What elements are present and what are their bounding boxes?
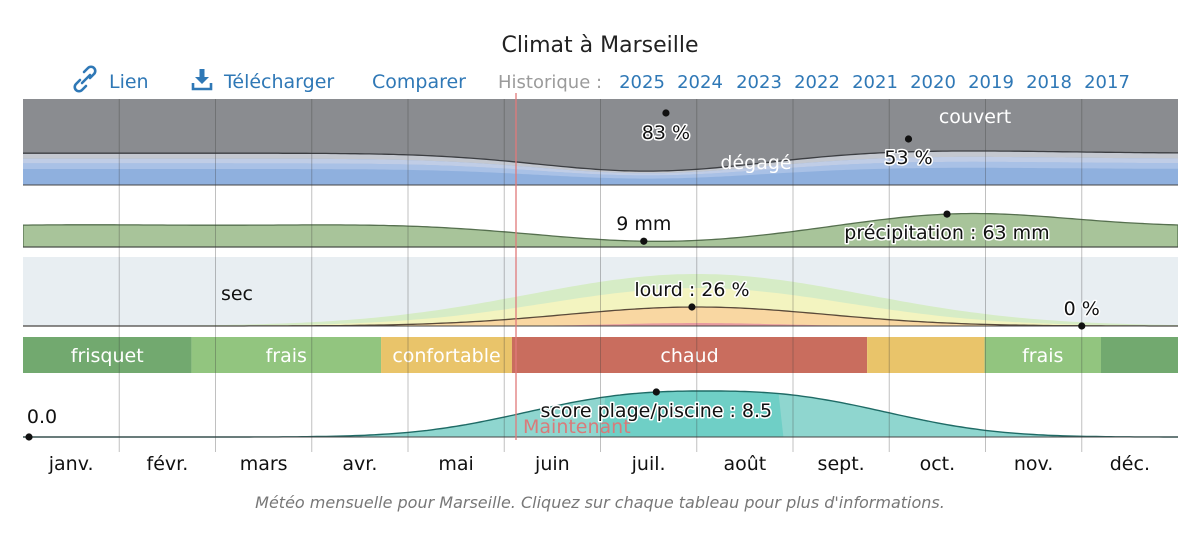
- month-label: nov.: [1014, 453, 1053, 475]
- month-label: mai: [438, 453, 473, 475]
- month-label: janv.: [48, 453, 94, 475]
- compare-button[interactable]: Comparer: [372, 71, 466, 93]
- beach-min-label: 0.0: [27, 406, 57, 428]
- year-2021[interactable]: 2021: [852, 72, 898, 93]
- temp-band-label-2: confortable: [392, 345, 500, 367]
- year-2025[interactable]: 2025: [619, 72, 665, 93]
- download-icon: [191, 69, 213, 91]
- humidity-panel[interactable]: [23, 257, 1178, 327]
- dry-label: sec: [221, 283, 253, 305]
- link-icon: [73, 65, 97, 93]
- annotations: 83 % 53 % 9 mm précipitation : 63 mm lourd :…: [25, 109, 1101, 441]
- cloud-band-partly-clear: [23, 161, 1178, 179]
- temp-band-3: [511, 337, 868, 373]
- temp-band-1: [191, 337, 382, 373]
- beach-max-marker: [652, 388, 660, 396]
- link-label: Lien: [109, 71, 149, 93]
- precip-min-marker: [640, 237, 648, 245]
- month-label: déc.: [1110, 453, 1150, 475]
- cloud-min-marker: [904, 135, 913, 143]
- beach-max-label: score plage/piscine : 8.5: [541, 400, 773, 422]
- temperature-band[interactable]: frisquet frais confortable chaud frais: [23, 337, 1178, 373]
- beach-score-area: [23, 391, 1178, 437]
- muggy-min-label: 0 %: [1064, 298, 1100, 320]
- cloud-band-mostly-cloudy: [23, 151, 1178, 174]
- history-label: Historique :: [498, 72, 602, 93]
- precip-max-marker: [943, 210, 951, 218]
- month-label: mars: [240, 453, 288, 475]
- cloud-cover-panel[interactable]: [23, 99, 1178, 185]
- month-label: avr.: [342, 453, 377, 475]
- cloud-max-marker: [662, 109, 670, 117]
- cloud-band-partly-cloudy: [23, 156, 1178, 176]
- now-label: Maintenant: [523, 416, 631, 438]
- temp-band-4: [867, 337, 985, 373]
- temp-band-6: [1101, 337, 1178, 373]
- muggy-max-marker: [688, 303, 696, 311]
- year-2017[interactable]: 2017: [1084, 72, 1130, 93]
- month-label: oct.: [920, 453, 956, 475]
- month-label: juin: [534, 453, 570, 475]
- year-2020[interactable]: 2020: [910, 72, 956, 93]
- chart-title: Climat à Marseille: [502, 33, 699, 58]
- year-2023[interactable]: 2023: [736, 72, 782, 93]
- humidity-band-muggy: [23, 307, 1178, 326]
- cloud-cover-line: [23, 150, 1178, 172]
- year-2018[interactable]: 2018: [1026, 72, 1072, 93]
- temp-band-label-0: frisquet: [71, 345, 144, 367]
- temp-band-0: [23, 337, 192, 373]
- download-label: Télécharger: [223, 71, 334, 93]
- temp-band-label-3: chaud: [660, 345, 718, 367]
- year-2019[interactable]: 2019: [968, 72, 1014, 93]
- month-label: juil.: [631, 453, 666, 475]
- humidity-band-oppressive: [23, 323, 1178, 326]
- month-labels: janv. févr. mars avr. mai juin juil. août sept. o…: [48, 453, 1150, 475]
- month-label: sept.: [818, 453, 865, 475]
- year-2024[interactable]: 2024: [677, 72, 723, 93]
- cloud-min-label: 53 %: [884, 147, 932, 169]
- precip-min-label: 9 mm: [616, 213, 671, 235]
- month-grid: [118, 99, 1083, 452]
- muggy-min-marker: [1078, 322, 1086, 330]
- download-button[interactable]: Télécharger: [191, 69, 334, 93]
- temp-band-label-1: frais: [266, 345, 307, 367]
- month-label: févr.: [147, 453, 189, 475]
- clear-label: dégagé: [720, 152, 791, 174]
- temp-band-label-5: frais: [1022, 345, 1063, 367]
- temp-band-2: [381, 337, 512, 373]
- precip-max-label: précipitation : 63 mm: [844, 222, 1049, 244]
- cloud-max-label: 83 %: [642, 122, 690, 144]
- muggy-max-label: lourd : 26 %: [634, 279, 749, 301]
- history-years: 2025 2024 2023 2022 2021 2020 2019 2018 2017: [619, 72, 1130, 93]
- chart-caption: Météo mensuelle pour Marseille. Cliquez …: [255, 493, 945, 512]
- month-label: août: [723, 453, 766, 475]
- humidity-band-humid: [23, 288, 1178, 326]
- overcast-label: couvert: [939, 106, 1011, 128]
- year-2022[interactable]: 2022: [794, 72, 840, 93]
- beach-min-marker: [25, 433, 33, 441]
- temp-band-5: [984, 337, 1101, 373]
- link-button[interactable]: Lien: [73, 65, 149, 93]
